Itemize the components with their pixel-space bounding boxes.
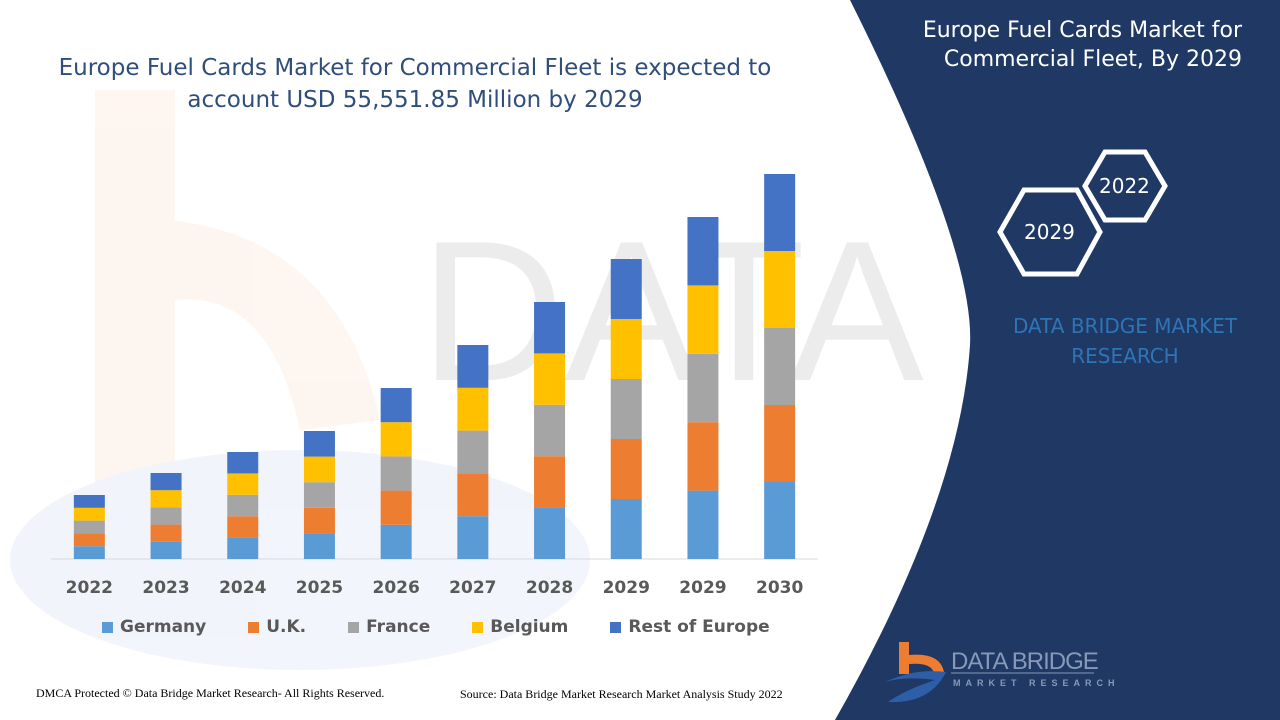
x-tick-label: 2025 [296,578,343,598]
bar-segment-belgium-2023 [150,490,182,508]
bar-segment-belgium-2025 [303,456,335,483]
bar-segment-belgium-2029 [610,319,642,379]
legend-swatch [102,621,113,633]
bar-segment-germany-2025 [303,533,335,559]
bar-segment-rest-of-europe-2027 [457,345,489,388]
legend-item-belgium: Belgium [472,617,568,637]
bar-segment-belgium-2024 [227,473,259,495]
x-tick-label: 2022 [66,578,113,598]
bar-segment-rest-of-europe-2030 [764,174,796,251]
bar-segment-france-2023 [150,507,182,525]
hexagon-2022-icon [1082,149,1168,223]
hex-year-2029: 2029 [1024,220,1075,244]
legend-swatch [610,621,622,633]
hex-year-2022: 2022 [1099,174,1150,198]
bar-segment-france-2029 [610,379,642,439]
bar-segment-germany-2026 [380,524,412,559]
bar-segment-u-k--2025 [303,507,335,534]
bar-segment-u-k--2026 [380,490,412,525]
bar-segment-france-2027 [457,430,489,474]
bar-segment-u-k--2030 [764,405,796,482]
legend-label: France [366,617,431,637]
page-title: Europe Fuel Cards Market for Commercial … [58,55,772,113]
bar-segment-u-k--2029 [687,422,719,491]
bar-segment-germany-2029 [610,499,642,559]
footer-copyright: DMCA Protected © Data Bridge Market Rese… [36,686,385,700]
bar-segment-belgium-2028 [534,353,566,405]
x-tick-label: 2023 [142,578,189,598]
side-panel-title: Europe Fuel Cards Market for Commercial … [922,18,1242,72]
bar-segment-germany-2029 [687,490,719,559]
hexagon-2029-icon [997,187,1103,277]
legend-label: Germany [120,617,207,637]
brand-text: DATA BRIDGE MARKET RESEARCH [1012,314,1238,368]
bar-segment-belgium-2022 [73,507,105,521]
legend-swatch [472,621,484,633]
bar-segment-rest-of-europe-2022 [73,495,105,508]
bar-segment-belgium-2026 [380,422,412,457]
x-tick-label: 2026 [372,578,419,598]
legend-swatch [248,621,260,633]
bar-segment-rest-of-europe-2023 [150,473,182,491]
bar-segment-france-2028 [534,404,566,457]
x-tick-label: 2024 [219,578,266,598]
bar-segment-belgium-2030 [764,251,796,328]
legend-item-rest-of-europe: Rest of Europe [610,617,770,637]
x-tick-label: 2029 [679,578,726,598]
x-tick-label: 2030 [756,578,803,598]
logo-text: DATA BRIDGE [951,648,1099,675]
bar-segment-france-2026 [380,456,412,491]
bar-segment-u-k--2027 [457,473,489,517]
bar-segment-rest-of-europe-2029 [610,259,642,319]
legend-item-germany: Germany [102,617,206,637]
bar-segment-u-k--2028 [534,456,566,508]
chart-legend: Germany U.K. France Belgium Rest of Euro… [102,617,812,637]
logo-subtext: MARKET RESEARCH [953,678,1120,688]
bar-segment-france-2025 [303,482,335,508]
bar-segment-germany-2024 [227,537,259,559]
x-tick-label: 2027 [449,578,496,598]
bar-segment-germany-2028 [534,507,566,559]
bar-segment-rest-of-europe-2029 [687,217,719,286]
footer-source: Source: Data Bridge Market Research Mark… [460,687,783,701]
bar-segment-rest-of-europe-2025 [303,431,335,457]
bar-segment-u-k--2023 [150,524,182,542]
stacked-bar-chart: 2022 2023 2024 2025 2026 2027 2028 2029 2029 2030 [51,174,818,598]
bar-segment-u-k--2024 [227,516,259,538]
data-bridge-logo-icon [885,642,946,703]
legend-item-uk: U.K. [248,617,306,637]
bar-segment-france-2022 [73,520,105,534]
side-panel [835,0,1280,720]
bar-segment-france-2024 [227,494,259,517]
legend-swatch [348,621,360,633]
bar-segment-belgium-2027 [457,387,489,431]
legend-label: Rest of Europe [628,617,770,637]
bar-segment-rest-of-europe-2028 [534,302,566,354]
bar-segment-germany-2022 [73,546,105,559]
x-tick-label: 2028 [526,578,573,598]
bar-segment-rest-of-europe-2026 [380,388,412,423]
bar-segment-u-k--2022 [73,533,105,547]
legend-label: U.K. [266,617,307,637]
bar-segment-france-2029 [687,353,719,423]
bar-segment-germany-2027 [457,516,489,559]
legend-item-france: France [348,617,430,637]
legend-label: Belgium [490,617,569,637]
bar-segment-belgium-2029 [687,285,719,354]
bar-segment-u-k--2029 [610,439,642,499]
bar-segment-germany-2023 [150,541,182,559]
x-tick-label: 2029 [603,578,650,598]
bar-segment-germany-2030 [764,482,796,559]
bar-segment-rest-of-europe-2024 [227,452,259,474]
bar-segment-france-2030 [764,328,796,405]
